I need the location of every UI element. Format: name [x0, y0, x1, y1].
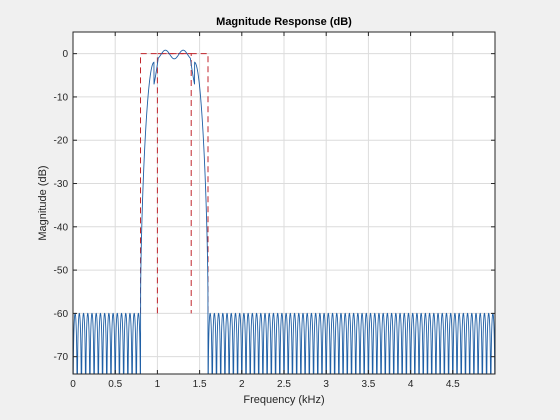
- y-tick-label: -40: [54, 222, 69, 233]
- x-tick-label: 4.5: [446, 379, 460, 390]
- x-tick-label: 2.5: [277, 379, 291, 390]
- x-tick-label: 0: [70, 379, 76, 390]
- x-tick-label: 1: [155, 379, 161, 390]
- response-line: [73, 49, 495, 374]
- response-curve: [73, 49, 495, 374]
- y-axis-label: Magnitude (dB): [37, 165, 49, 240]
- x-tick-label: 0.5: [108, 379, 122, 390]
- y-tick-label: 0: [62, 49, 68, 60]
- specification-mask: [140, 53, 209, 314]
- y-tick-label: -30: [54, 179, 69, 190]
- x-tick-label: 2: [239, 379, 245, 390]
- x-tick-label: 1.5: [193, 379, 207, 390]
- outer-mask-line: [140, 53, 209, 314]
- x-axis-label: Frequency (kHz): [243, 394, 324, 406]
- axis-ticks: 0 0.5 1 1.5 2 2.5 3 3.5 4 4.5 0 -10 -20 -30 -40 -50 -60 -…: [54, 32, 495, 390]
- y-tick-label: -20: [54, 136, 69, 147]
- y-tick-label: -70: [54, 352, 69, 363]
- inner-mask-line: [156, 53, 192, 314]
- y-tick-label: -10: [54, 92, 69, 103]
- x-tick-label: 3.5: [361, 379, 375, 390]
- y-tick-label: -50: [54, 266, 69, 277]
- y-tick-label: -60: [54, 309, 69, 320]
- chart-title: Magnitude Response (dB): [216, 16, 352, 28]
- x-tick-label: 4: [408, 379, 414, 390]
- x-tick-label: 3: [323, 379, 329, 390]
